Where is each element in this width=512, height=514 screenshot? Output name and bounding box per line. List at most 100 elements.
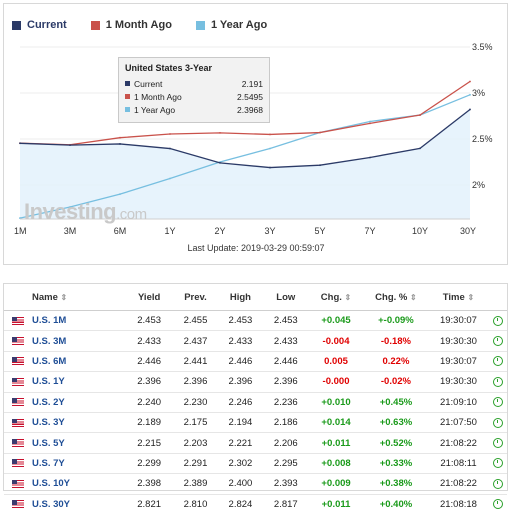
cell-chg-pct: +0.52% bbox=[363, 432, 429, 454]
table-row[interactable]: U.S. 10Y 2.398 2.389 2.400 2.393 +0.009 +0.38%… bbox=[4, 473, 507, 495]
cell-name[interactable]: U.S. 5Y bbox=[4, 432, 126, 454]
col-header-time[interactable]: Time ⇕ bbox=[428, 284, 489, 311]
cell-chg-pct: 0.22% bbox=[363, 351, 429, 373]
table-row[interactable]: U.S. 30Y 2.821 2.810 2.824 2.817 +0.011 +0.40%… bbox=[4, 494, 507, 514]
cell-name[interactable]: U.S. 6M bbox=[4, 351, 126, 373]
series-point bbox=[369, 156, 371, 159]
instrument-link[interactable]: U.S. 10Y bbox=[32, 478, 71, 490]
x-axis: 1M 3M 6M 1Y 2Y 3Y 5Y 7Y 10Y 30Y bbox=[14, 218, 476, 236]
series-point bbox=[419, 114, 421, 116]
series-point bbox=[269, 133, 271, 136]
col-header-status bbox=[488, 284, 507, 311]
instrument-link[interactable]: U.S. 2Y bbox=[32, 396, 65, 408]
tooltip-series-value: 2.3968 bbox=[237, 104, 263, 115]
series-point bbox=[119, 193, 121, 196]
cell-high: 2.221 bbox=[217, 432, 264, 454]
instrument-link[interactable]: U.S. 5Y bbox=[32, 437, 65, 449]
cell-chg-pct: -0.02% bbox=[363, 371, 429, 393]
tooltip-row: 1 Month Ago 2.5495 bbox=[125, 90, 263, 103]
cell-high: 2.446 bbox=[217, 351, 264, 373]
col-header-chg-pct[interactable]: Chg. % ⇕ bbox=[363, 284, 429, 311]
instrument-link[interactable]: U.S. 3M bbox=[32, 335, 67, 347]
cell-yield: 2.398 bbox=[125, 473, 174, 495]
table-row[interactable]: U.S. 1Y 2.396 2.396 2.396 2.396 -0.000 -0.02% 1… bbox=[4, 371, 507, 393]
cell-prev: 2.203 bbox=[173, 432, 218, 454]
table-row[interactable]: U.S. 3M 2.433 2.437 2.433 2.433 -0.004 -0.18% 1… bbox=[4, 330, 507, 352]
table-row[interactable]: U.S. 2Y 2.240 2.230 2.246 2.236 +0.010 +0.45% 2… bbox=[4, 392, 507, 413]
instrument-link[interactable]: U.S. 3Y bbox=[32, 417, 65, 429]
x-tick-label: 30Y bbox=[460, 226, 476, 236]
col-header-high[interactable]: High bbox=[217, 284, 264, 311]
cell-chg-pct: +0.63% bbox=[363, 412, 429, 434]
cell-status bbox=[488, 432, 507, 454]
col-header-name[interactable]: Name ⇕ bbox=[4, 284, 126, 311]
table-row[interactable]: U.S. 7Y 2.299 2.291 2.302 2.295 +0.008 +0.33% 2… bbox=[4, 453, 507, 475]
col-header-chg[interactable]: Chg. ⇕ bbox=[308, 284, 364, 311]
series-point bbox=[169, 177, 171, 180]
cell-prev: 2.175 bbox=[173, 412, 218, 434]
cell-high: 2.400 bbox=[217, 473, 264, 495]
cell-chg-pct: +0.33% bbox=[363, 453, 429, 475]
y-tick-label: 2.5% bbox=[472, 134, 493, 144]
legend-item-2[interactable]: 1 Year Ago bbox=[195, 19, 267, 31]
cell-time: 19:30:07 bbox=[428, 351, 489, 373]
yield-curve-chart: 1M 3M 6M 1Y 2Y 3Y 5Y 7Y 10Y 30Y 2% 2.5% 3% 3.5% Last… bbox=[14, 42, 493, 253]
legend-item-1[interactable]: 1 Month Ago bbox=[90, 19, 172, 31]
cell-high: 2.246 bbox=[217, 392, 264, 413]
x-tick-label: 6M bbox=[114, 226, 127, 236]
tooltip-row: 1 Year Ago 2.3968 bbox=[125, 103, 263, 116]
instrument-link[interactable]: U.S. 1M bbox=[32, 315, 67, 327]
cell-prev: 2.396 bbox=[173, 371, 218, 393]
col-header-prev[interactable]: Prev. bbox=[173, 284, 218, 311]
cell-low: 2.446 bbox=[263, 351, 309, 373]
cell-name[interactable]: U.S. 10Y bbox=[4, 473, 126, 495]
legend-item-0[interactable]: Current bbox=[12, 19, 67, 31]
chart-tooltip: United States 3-Year Current 2.191 1 Month… bbox=[118, 57, 270, 123]
legend-swatch bbox=[90, 20, 100, 30]
cell-name[interactable]: U.S. 30Y bbox=[4, 494, 125, 514]
bond-table-panel: Name ⇕ Yield Prev. High Low Chg. ⇕ Chg. … bbox=[3, 283, 508, 510]
watermark-brand: Investing bbox=[24, 199, 117, 224]
series-point bbox=[469, 80, 471, 83]
cell-low: 2.186 bbox=[263, 412, 309, 434]
cell-name[interactable]: U.S. 1Y bbox=[4, 371, 126, 393]
legend-label: 1 Month Ago bbox=[105, 19, 172, 31]
cell-chg: +0.010 bbox=[308, 392, 364, 413]
col-header-yield[interactable]: Yield bbox=[125, 284, 174, 311]
series-point bbox=[269, 147, 271, 150]
series-point bbox=[119, 143, 121, 145]
cell-name[interactable]: U.S. 1M bbox=[4, 310, 126, 332]
clock-icon bbox=[492, 376, 503, 387]
col-header-low[interactable]: Low bbox=[263, 284, 309, 311]
bond-yields-table: Name ⇕ Yield Prev. High Low Chg. ⇕ Chg. … bbox=[4, 284, 507, 514]
cell-high: 2.302 bbox=[217, 453, 264, 475]
y-tick-label: 3% bbox=[472, 88, 485, 98]
instrument-link[interactable]: U.S. 7Y bbox=[32, 457, 65, 469]
table-row[interactable]: U.S. 3Y 2.189 2.175 2.194 2.186 +0.014 +0.63% 2… bbox=[4, 412, 507, 434]
tooltip-title: United States 3-Year bbox=[125, 63, 213, 73]
cell-time: 19:30:30 bbox=[428, 330, 489, 352]
cell-name[interactable]: U.S. 3M bbox=[4, 330, 126, 352]
cell-yield: 2.240 bbox=[125, 392, 174, 413]
cell-time: 21:08:22 bbox=[428, 432, 489, 454]
y-axis: 2% 2.5% 3% 3.5% bbox=[472, 42, 493, 190]
instrument-link[interactable]: U.S. 1Y bbox=[32, 376, 65, 388]
table-row[interactable]: U.S. 6M 2.446 2.441 2.446 2.446 0.005 0.22% 19:… bbox=[4, 351, 507, 373]
clock-icon bbox=[492, 356, 503, 367]
us-flag-icon bbox=[12, 500, 24, 509]
cell-name[interactable]: U.S. 3Y bbox=[4, 412, 126, 434]
instrument-link[interactable]: U.S. 30Y bbox=[32, 498, 71, 510]
cell-low: 2.433 bbox=[263, 330, 309, 352]
table-row[interactable]: U.S. 1M 2.453 2.455 2.453 2.453 +0.045 +-0.09%… bbox=[4, 310, 507, 332]
cell-prev: 2.230 bbox=[173, 392, 218, 413]
us-flag-icon bbox=[12, 439, 24, 448]
cell-name[interactable]: U.S. 7Y bbox=[4, 453, 126, 475]
series-point bbox=[369, 120, 371, 123]
clock-icon bbox=[492, 315, 503, 326]
y-tick-label: 3.5% bbox=[472, 42, 493, 52]
table-row[interactable]: U.S. 5Y 2.215 2.203 2.221 2.206 +0.011 +0.52% 2… bbox=[4, 432, 507, 454]
cell-name[interactable]: U.S. 2Y bbox=[4, 392, 126, 413]
cell-chg: +0.045 bbox=[308, 310, 364, 332]
instrument-link[interactable]: U.S. 6M bbox=[32, 355, 67, 367]
chart-legend: Current 1 Month Ago 1 Year Ago bbox=[12, 18, 291, 32]
